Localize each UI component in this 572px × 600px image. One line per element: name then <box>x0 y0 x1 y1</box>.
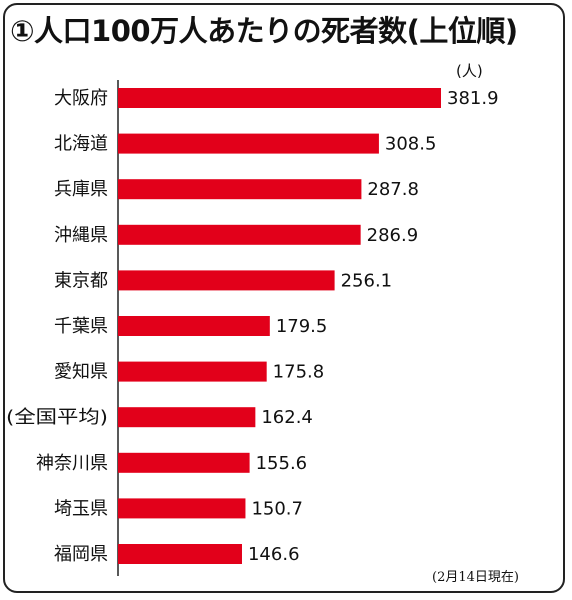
chart-title: ①人口100万人あたりの死者数(上位順) <box>10 14 518 48</box>
category-label: 千葉県 <box>54 316 108 337</box>
category-label: 福岡県 <box>54 544 108 565</box>
value-label: 175.8 <box>273 362 325 383</box>
value-label: 155.6 <box>256 453 308 474</box>
category-label: (全国平均) <box>6 407 108 428</box>
category-label: 埼玉県 <box>54 498 108 519</box>
category-label: 北海道 <box>54 134 108 155</box>
value-label: 308.5 <box>385 134 437 155</box>
date-note: (2月14日現在) <box>432 570 519 585</box>
bar <box>118 407 256 428</box>
bar <box>118 179 362 200</box>
category-label: 兵庫県 <box>54 179 108 200</box>
value-label: 179.5 <box>276 316 328 337</box>
value-label: 286.9 <box>367 225 419 246</box>
value-label: 287.8 <box>367 179 419 200</box>
category-label: 愛知県 <box>54 362 108 383</box>
chart-frame <box>3 3 565 593</box>
bar <box>118 224 361 245</box>
value-label: 256.1 <box>341 270 393 291</box>
bar <box>118 498 246 519</box>
category-label: 大阪府 <box>54 88 108 109</box>
bar <box>118 88 441 108</box>
bar <box>118 452 250 473</box>
unit-label: (人) <box>456 62 483 80</box>
bar <box>118 361 267 382</box>
category-label: 沖縄県 <box>54 225 108 246</box>
value-label: 146.6 <box>248 544 300 565</box>
bar <box>118 544 242 564</box>
value-label: 381.9 <box>447 88 499 109</box>
bar <box>118 133 379 154</box>
category-label: 東京都 <box>54 270 108 291</box>
category-label: 神奈川県 <box>36 453 108 474</box>
value-label: 162.4 <box>261 407 313 428</box>
bar <box>118 316 270 336</box>
value-label: 150.7 <box>251 498 303 519</box>
bar <box>118 270 335 291</box>
